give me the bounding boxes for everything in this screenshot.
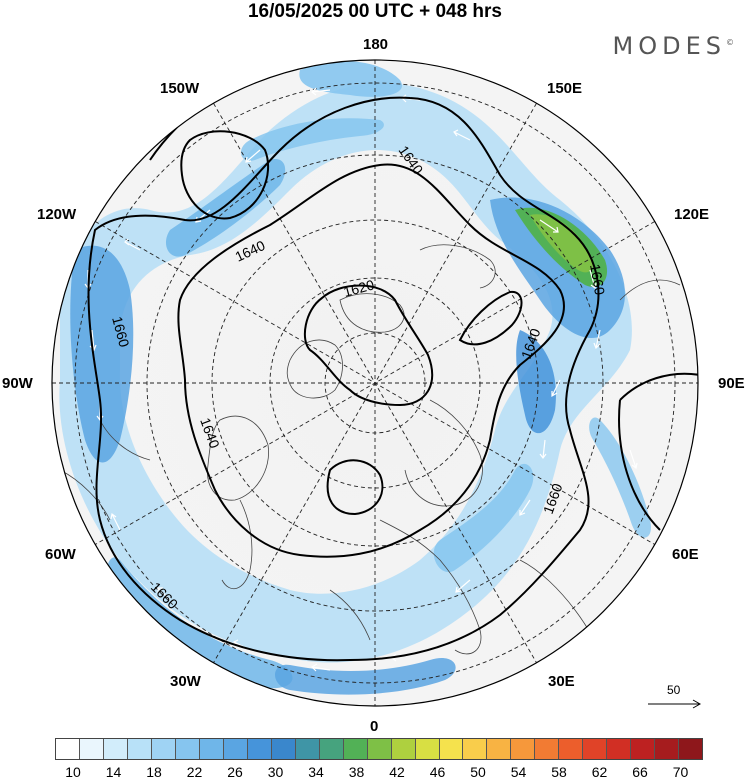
colorbar-swatch	[367, 739, 392, 759]
colorbar-swatch	[223, 739, 248, 759]
contour-label: 1660	[109, 315, 133, 349]
colorbar-swatch	[271, 739, 296, 759]
map-border	[51, 59, 699, 707]
map-title: 16/05/2025 00 UTC + 048 hrs	[247, 1, 503, 22]
contour-1620	[303, 284, 434, 407]
colorbar-swatch	[103, 739, 128, 759]
colorbar-swatch	[127, 739, 152, 759]
logo-mark: ©	[726, 38, 734, 47]
lon-label-90e: 90E	[718, 375, 745, 392]
colorbar-label: 22	[186, 764, 203, 780]
colorbar-swatch	[247, 739, 272, 759]
colorbar-swatch	[559, 739, 584, 759]
contour-east-lobe	[618, 372, 698, 531]
colorbar-swatch	[655, 739, 680, 759]
colorbar-swatch	[463, 739, 488, 759]
lon-label-0: 0	[370, 718, 379, 735]
colorbar-label: 62	[591, 764, 608, 780]
height-contours	[87, 94, 698, 662]
colorbar-swatch	[199, 739, 224, 759]
colorbar-swatch	[679, 739, 703, 759]
colorbar-swatch	[151, 739, 176, 759]
contour-label: 1660	[587, 263, 608, 297]
colorbar-swatch	[56, 739, 80, 759]
contour-label: 1620	[342, 276, 376, 300]
colorbar-label: 34	[308, 764, 324, 780]
colorbar-swatch	[511, 739, 536, 759]
colorbar-label: 38	[348, 764, 365, 780]
colorbar-label: 26	[227, 764, 243, 780]
contour-high-pacific	[180, 130, 270, 220]
lon-label-120e: 120E	[674, 206, 710, 223]
lon-label-120w: 120W	[37, 206, 77, 223]
colorbar-label: 54	[510, 764, 527, 780]
colorbar-swatch	[175, 739, 200, 759]
logo-text: MODES	[612, 32, 726, 60]
modes-logo: MODES©	[613, 32, 734, 60]
wind-speed-shading	[59, 61, 651, 695]
colorbar-label: 14	[105, 764, 122, 780]
colorbar-swatch	[607, 739, 632, 759]
colorbar-swatch	[439, 739, 464, 759]
colorbar	[55, 738, 703, 760]
colorbar-label: 70	[672, 764, 689, 780]
contour-low-atlantic	[326, 459, 384, 516]
colorbar-swatch	[343, 739, 368, 759]
reference-wind-arrow	[648, 699, 702, 709]
colorbar-swatch	[535, 739, 560, 759]
contour-1660	[87, 96, 600, 662]
colorbar-label: 46	[429, 764, 446, 780]
colorbar-swatch	[631, 739, 656, 759]
colorbar-swatch	[415, 739, 440, 759]
wind-reference-label: 50	[667, 683, 681, 697]
colorbar-label: 50	[470, 764, 486, 780]
colorbar-label: 18	[146, 764, 162, 780]
lon-label-60w: 60W	[45, 546, 76, 563]
colorbar-label: 10	[65, 764, 81, 780]
colorbar-swatch	[79, 739, 104, 759]
lon-label-30e: 30E	[548, 673, 575, 690]
lon-label-180: 180	[363, 36, 389, 53]
colorbar-label: 66	[632, 764, 648, 780]
lon-label-60e: 60E	[672, 546, 699, 563]
colorbar-label: 30	[267, 764, 284, 780]
contour-siberia	[458, 290, 523, 346]
colorbar-label: 42	[389, 764, 405, 780]
meridians	[52, 60, 698, 706]
colorbar-swatch	[391, 739, 416, 759]
colorbar-swatch	[583, 739, 608, 759]
colorbar-labels: 10 14 18 22 26 30 34 38 42 46 50 54 58 62 66 70	[0, 764, 750, 782]
colorbar-swatch	[487, 739, 512, 759]
colorbar-swatch	[319, 739, 344, 759]
lon-label-150w: 150W	[160, 80, 200, 97]
contour-1640	[177, 163, 566, 558]
lon-label-150e: 150E	[547, 80, 583, 97]
lon-label-30w: 30W	[170, 673, 201, 690]
colorbar-swatch	[295, 739, 320, 759]
lon-label-90w: 90W	[2, 375, 33, 392]
colorbar-label: 58	[551, 764, 567, 780]
